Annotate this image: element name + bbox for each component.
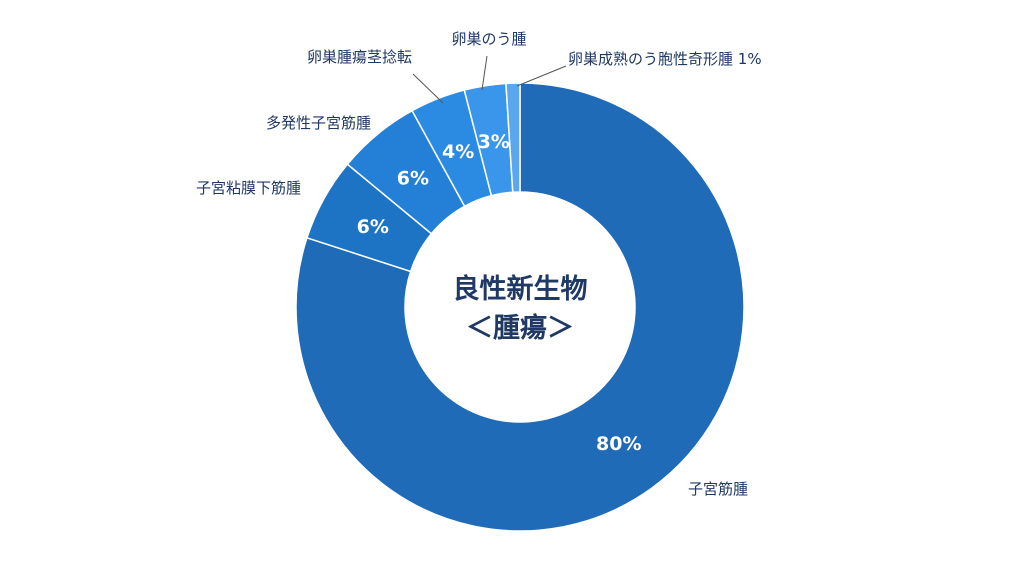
leader-line: [516, 65, 567, 87]
slice-category-label: 子宮筋腫: [688, 480, 748, 498]
slice-percent-label: 6%: [397, 168, 429, 190]
slice-category-label: 卵巣腫瘍茎捻転: [307, 48, 412, 66]
percentage-labels: 80% 6% 6% 4% 3%: [357, 131, 642, 455]
leader-line: [412, 73, 444, 104]
slice-percent-label: 4%: [442, 141, 474, 163]
slice-percent-label: 6%: [357, 216, 389, 238]
slice-category-label: 子宮粘膜下筋腫: [196, 179, 301, 197]
slice-percent-label: 80%: [596, 433, 641, 455]
chart-title-line-1: 良性新生物: [453, 273, 588, 305]
slice-category-label: 多発性子宮筋腫: [266, 114, 371, 132]
slice-percent-label: 3%: [478, 131, 510, 153]
chart-title-line-2: ＜腫瘍＞: [466, 312, 574, 344]
slices-layer: [295, 82, 745, 532]
slice-category-label: 卵巣のう腫: [451, 30, 526, 48]
category-labels: 子宮筋腫 子宮粘膜下筋腫 多発性子宮筋腫 卵巣腫瘍茎捻転 卵巣のう腫卵巣成熟のう胞性奇形…: [196, 30, 762, 498]
leader-lines: [412, 55, 567, 104]
leader-line: [481, 55, 488, 91]
slice-category-label: 卵巣成熟のう胞性奇形腫 1%: [568, 50, 762, 68]
donut-slice: [295, 82, 745, 532]
donut-slice: [505, 82, 521, 194]
